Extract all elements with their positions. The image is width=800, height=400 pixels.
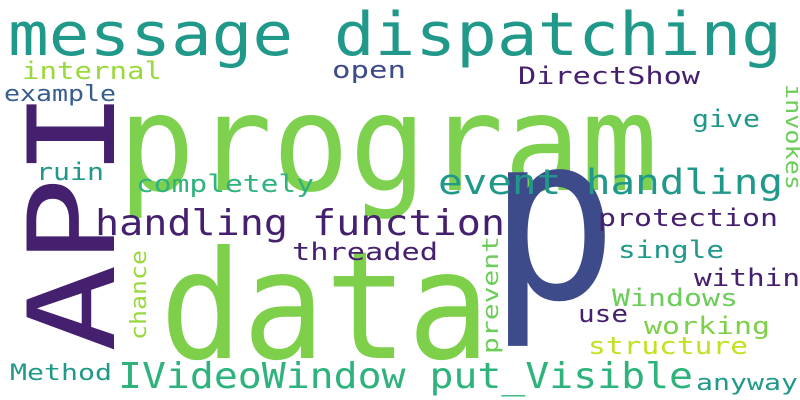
- word: ruin: [36, 158, 104, 186]
- word: prevent: [479, 236, 504, 354]
- word: event handling: [438, 163, 783, 203]
- word: give: [692, 105, 760, 133]
- word: internal: [22, 57, 162, 85]
- word: Method: [10, 361, 112, 386]
- word: DirectShow: [518, 62, 701, 90]
- word: handling function: [95, 203, 505, 244]
- word: p: [488, 86, 618, 353]
- word: data: [160, 220, 490, 394]
- word: protection: [598, 204, 778, 232]
- word: Windows: [612, 284, 738, 312]
- word: anyway: [696, 371, 798, 396]
- word: threaded: [292, 238, 438, 266]
- word: working: [644, 312, 770, 340]
- word: example: [4, 82, 116, 107]
- word: chance: [127, 250, 152, 340]
- word: single: [618, 236, 724, 264]
- word: API: [4, 90, 143, 352]
- word: message dispatching: [8, 0, 782, 70]
- word: completely: [136, 170, 314, 198]
- word: use: [578, 300, 628, 328]
- word: within: [694, 264, 800, 292]
- word: IVideoWindow put_Visible: [118, 356, 693, 397]
- word: program: [118, 66, 658, 222]
- word: invokes: [780, 84, 800, 190]
- word: open: [332, 56, 406, 84]
- word: structure: [588, 332, 748, 360]
